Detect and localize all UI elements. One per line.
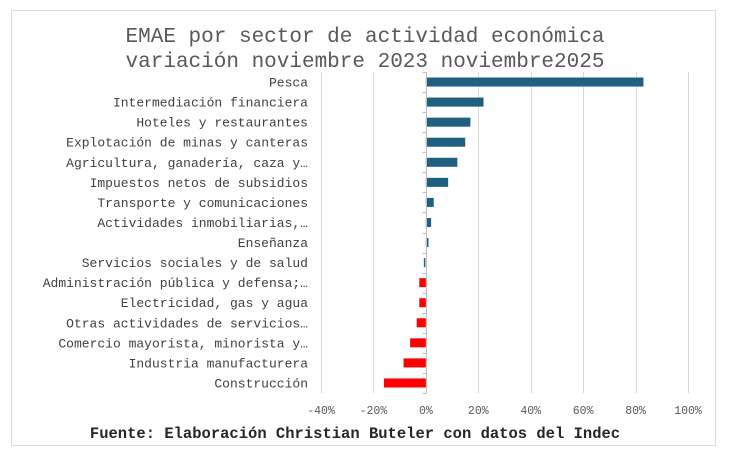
x-tick-label: 40% bbox=[520, 405, 541, 418]
x-tick-label: -40% bbox=[307, 405, 335, 418]
category-axis bbox=[422, 72, 427, 394]
chart-title-line-1: EMAE por sector de actividad económica bbox=[126, 26, 605, 49]
x-tick-label: 100% bbox=[674, 405, 702, 418]
x-tick-label: 20% bbox=[468, 405, 489, 418]
bar-4 bbox=[425, 137, 466, 147]
bar-15 bbox=[403, 358, 426, 368]
bar-7 bbox=[425, 197, 434, 207]
bar-9 bbox=[425, 238, 429, 248]
category-label: Transporte y comunicaciones bbox=[97, 196, 308, 211]
bar-3 bbox=[425, 117, 471, 127]
bar-1 bbox=[425, 77, 644, 87]
x-tick-label: 80% bbox=[625, 405, 646, 418]
gridlines bbox=[321, 72, 689, 393]
category-label: Enseñanza bbox=[238, 236, 308, 251]
bar-6 bbox=[425, 177, 449, 187]
category-label: Administración pública y defensa;… bbox=[43, 276, 308, 291]
category-label: Otras actividades de servicios… bbox=[66, 316, 308, 331]
category-label: Servicios sociales y de salud bbox=[82, 256, 308, 271]
x-tick-label: 0% bbox=[419, 405, 433, 418]
category-label: Comercio mayorista, minorista y… bbox=[58, 336, 308, 351]
bar-13 bbox=[416, 318, 426, 328]
category-label: Industria manufacturera bbox=[129, 356, 309, 371]
category-label: Impuestos netos de subsidios bbox=[90, 176, 308, 191]
bar-2 bbox=[425, 97, 484, 107]
category-label: Electricidad, gas y agua bbox=[121, 296, 308, 311]
source-note: Fuente: Elaboración Christian Buteler co… bbox=[90, 425, 620, 443]
category-label: Agricultura, ganadería, caza y… bbox=[66, 156, 308, 171]
bar-10 bbox=[423, 258, 426, 268]
bar-11 bbox=[419, 278, 426, 288]
bar-5 bbox=[425, 157, 458, 167]
category-label: Actividades inmobiliarias,… bbox=[97, 216, 308, 231]
bar-14 bbox=[410, 338, 426, 348]
value-axis-labels: -40% -20% 0% 20% 40% 60% 80% 100% bbox=[307, 405, 702, 418]
chart-title-line-2: variación noviembre 2023 noviembre2025 bbox=[126, 51, 605, 74]
category-label: Explotación de minas y canteras bbox=[66, 136, 308, 151]
bars bbox=[383, 77, 644, 388]
category-labels: Pesca Intermediación financiera Hoteles y … bbox=[43, 76, 308, 392]
bar-8 bbox=[425, 217, 432, 227]
category-label: Pesca bbox=[269, 76, 308, 91]
bar-16 bbox=[383, 378, 426, 388]
x-tick-label: -20% bbox=[360, 405, 388, 418]
category-label: Hoteles y restaurantes bbox=[136, 116, 308, 131]
x-tick-label: 60% bbox=[573, 405, 594, 418]
category-label: Intermediación financiera bbox=[113, 96, 308, 111]
chart-title: EMAE por sector de actividad económica v… bbox=[126, 26, 605, 74]
category-label: Construcción bbox=[214, 376, 308, 391]
bar-12 bbox=[419, 298, 426, 308]
